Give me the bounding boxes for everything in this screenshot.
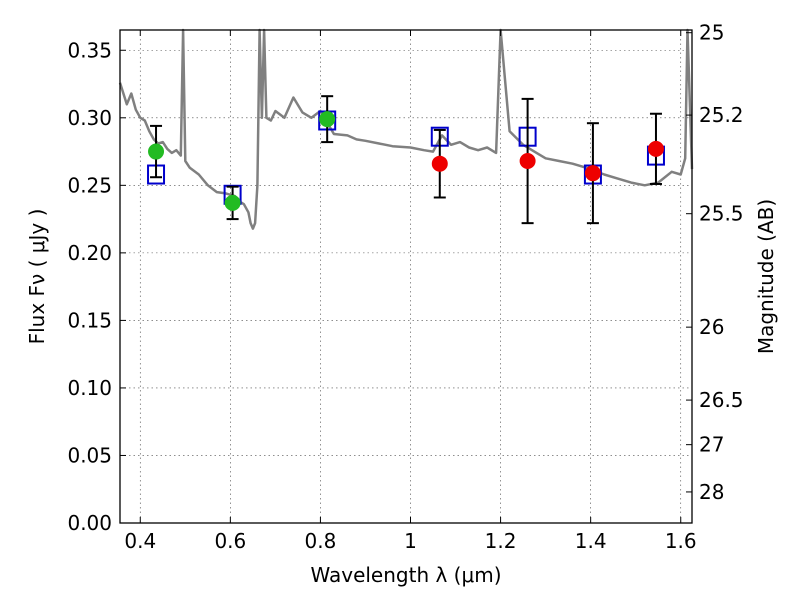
- y-tick-label: 0.30: [67, 106, 112, 130]
- data-point: [431, 155, 448, 172]
- mag-tick-label: 25.5: [699, 202, 744, 226]
- mag-tick-label: 28: [699, 480, 724, 504]
- x-tick-label: 0.8: [305, 529, 337, 553]
- y-tick-label: 0.05: [67, 443, 112, 467]
- y-tick-label: 0.00: [67, 511, 112, 535]
- x-tick-label: 1.2: [485, 529, 517, 553]
- mag-tick-label: 25: [699, 21, 724, 45]
- x-tick-label: 1: [404, 529, 417, 553]
- data-point: [519, 153, 536, 170]
- y2-axis-title: Magnitude (AB): [754, 199, 778, 354]
- grid-layer: [120, 30, 692, 524]
- sed-line-layer: [118, 28, 694, 230]
- data-point: [319, 111, 336, 128]
- mag-tick-label: 26.5: [699, 388, 744, 412]
- data-point: [224, 194, 241, 211]
- x-axis-title: Wavelength λ (μm): [310, 563, 501, 587]
- y-tick-label: 0.20: [67, 241, 112, 265]
- sed-line: [118, 28, 694, 230]
- y-tick-label: 0.35: [67, 38, 112, 62]
- y-axis-title: Flux Fν ( μJy ): [25, 209, 49, 345]
- y-tick-label: 0.10: [67, 376, 112, 400]
- mag-tick-label: 25.2: [699, 103, 744, 127]
- mag-tick-label: 26: [699, 315, 724, 339]
- plot-frame: [119, 29, 693, 524]
- x-tick-label: 1.6: [665, 529, 697, 553]
- data-point: [148, 143, 165, 160]
- data-point: [647, 140, 664, 157]
- y-tick-label: 0.25: [67, 173, 112, 197]
- y-tick-label: 0.15: [67, 308, 112, 332]
- x-tick-label: 0.6: [214, 529, 246, 553]
- mag-tick-label: 27: [699, 433, 724, 457]
- marker-layer: [147, 95, 665, 225]
- x-tick-label: 1.4: [575, 529, 607, 553]
- data-point: [584, 165, 601, 182]
- x-tick-label: 0.4: [124, 529, 156, 553]
- tick-layer: 0.4 0.6 0.8 1 1.2 1.4 1.6 0.00 0.05 0.10 0.15 0.20 0…: [67, 21, 743, 553]
